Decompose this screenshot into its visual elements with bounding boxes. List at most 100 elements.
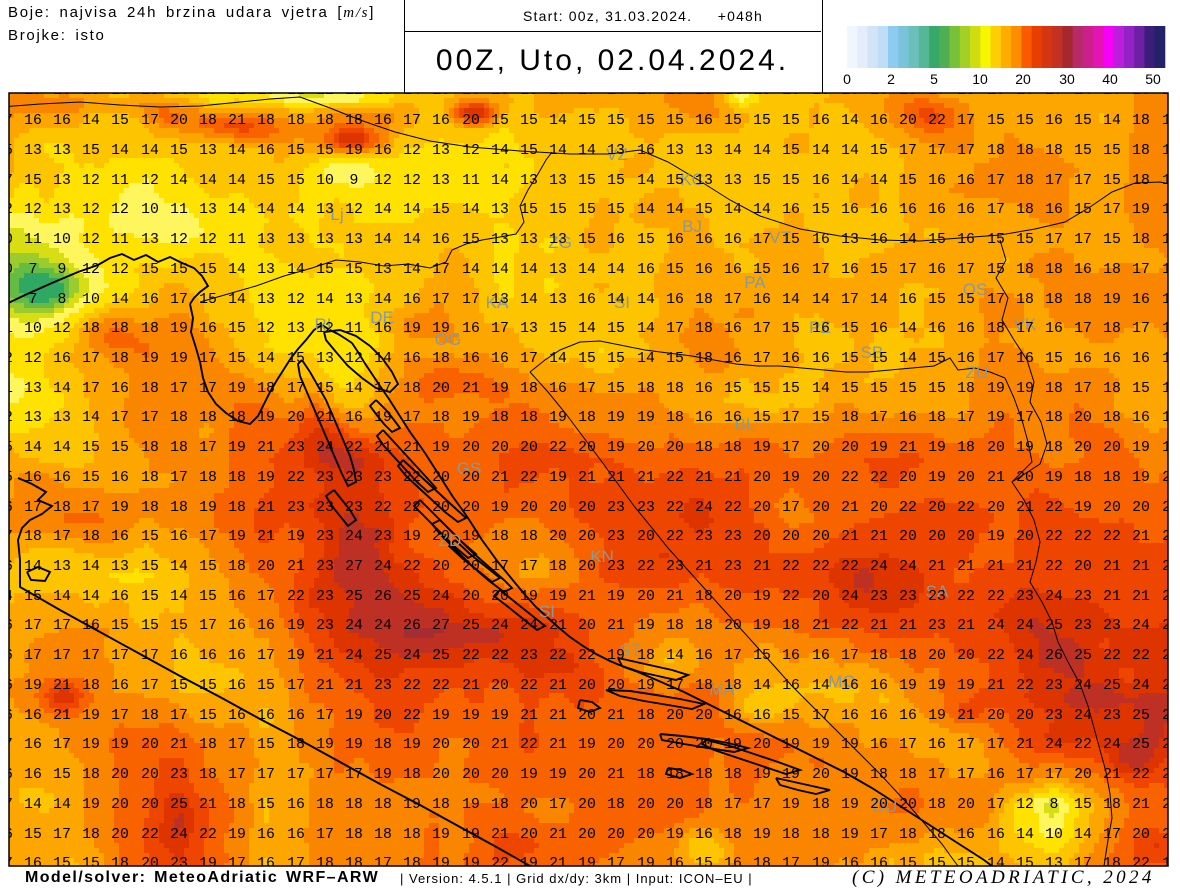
svg-text:20: 20 bbox=[432, 559, 450, 575]
svg-text:21: 21 bbox=[549, 827, 567, 843]
svg-text:19: 19 bbox=[782, 737, 800, 753]
svg-text:23: 23 bbox=[1162, 708, 1180, 724]
svg-text:23: 23 bbox=[374, 678, 392, 694]
svg-text:16: 16 bbox=[111, 470, 129, 486]
svg-text:19: 19 bbox=[637, 410, 655, 426]
svg-text:23: 23 bbox=[607, 559, 625, 575]
svg-text:23: 23 bbox=[1162, 618, 1180, 634]
svg-text:16: 16 bbox=[870, 113, 888, 129]
svg-text:15: 15 bbox=[928, 232, 946, 248]
svg-text:12: 12 bbox=[0, 410, 13, 426]
svg-text:17: 17 bbox=[82, 351, 100, 367]
svg-text:19: 19 bbox=[403, 797, 421, 813]
svg-text:17: 17 bbox=[1045, 173, 1063, 189]
svg-text:12: 12 bbox=[345, 351, 363, 367]
svg-text:20: 20 bbox=[549, 529, 567, 545]
svg-text:20: 20 bbox=[432, 767, 450, 783]
svg-text:8: 8 bbox=[58, 292, 67, 308]
svg-text:20: 20 bbox=[928, 529, 946, 545]
svg-text:20: 20 bbox=[462, 559, 480, 575]
svg-text:17: 17 bbox=[53, 648, 71, 664]
svg-text:16: 16 bbox=[870, 708, 888, 724]
svg-text:17: 17 bbox=[520, 559, 538, 575]
svg-text:19: 19 bbox=[549, 767, 567, 783]
svg-text:18: 18 bbox=[1162, 232, 1180, 248]
svg-text:17: 17 bbox=[1132, 321, 1150, 337]
svg-text:16: 16 bbox=[462, 351, 480, 367]
svg-text:14: 14 bbox=[0, 589, 13, 605]
svg-text:22: 22 bbox=[403, 708, 421, 724]
svg-text:16: 16 bbox=[199, 648, 217, 664]
svg-text:19: 19 bbox=[753, 589, 771, 605]
svg-text:20: 20 bbox=[1162, 559, 1180, 575]
svg-text:21: 21 bbox=[928, 559, 946, 575]
svg-text:22: 22 bbox=[637, 559, 655, 575]
svg-text:22: 22 bbox=[491, 856, 509, 872]
svg-text:17: 17 bbox=[345, 767, 363, 783]
svg-text:17: 17 bbox=[199, 351, 217, 367]
svg-text:17: 17 bbox=[753, 351, 771, 367]
svg-text:23: 23 bbox=[870, 589, 888, 605]
svg-text:20: 20 bbox=[1016, 708, 1034, 724]
svg-text:19: 19 bbox=[607, 648, 625, 664]
svg-text:20: 20 bbox=[1132, 827, 1150, 843]
svg-text:20: 20 bbox=[141, 797, 159, 813]
svg-text:17: 17 bbox=[987, 173, 1005, 189]
svg-text:21: 21 bbox=[1162, 589, 1180, 605]
svg-text:23: 23 bbox=[1162, 678, 1180, 694]
svg-text:22: 22 bbox=[403, 500, 421, 516]
svg-text:20: 20 bbox=[1015, 71, 1031, 87]
svg-text:18: 18 bbox=[82, 529, 100, 545]
svg-text:22: 22 bbox=[841, 618, 859, 634]
svg-text:15: 15 bbox=[170, 262, 188, 278]
svg-text:15: 15 bbox=[316, 381, 334, 397]
svg-text:14: 14 bbox=[403, 202, 421, 218]
svg-text:14: 14 bbox=[257, 351, 275, 367]
svg-text:Lj: Lj bbox=[330, 205, 343, 224]
svg-text:19: 19 bbox=[782, 767, 800, 783]
svg-text:17: 17 bbox=[287, 678, 305, 694]
svg-text:18: 18 bbox=[345, 856, 363, 872]
svg-text:16: 16 bbox=[462, 321, 480, 337]
svg-text:14: 14 bbox=[141, 143, 159, 159]
svg-text:20: 20 bbox=[520, 500, 538, 516]
svg-text:18: 18 bbox=[1045, 262, 1063, 278]
svg-text:15: 15 bbox=[928, 292, 946, 308]
svg-text:14: 14 bbox=[287, 262, 305, 278]
svg-text:10: 10 bbox=[24, 321, 42, 337]
svg-text:24: 24 bbox=[374, 618, 392, 634]
svg-text:13: 13 bbox=[199, 143, 217, 159]
svg-text:20: 20 bbox=[1103, 500, 1121, 516]
svg-text:20: 20 bbox=[870, 500, 888, 516]
svg-text:15: 15 bbox=[753, 262, 771, 278]
svg-text:21: 21 bbox=[549, 618, 567, 634]
svg-text:15: 15 bbox=[549, 202, 567, 218]
svg-text:15: 15 bbox=[111, 113, 129, 129]
svg-text:15: 15 bbox=[1045, 351, 1063, 367]
svg-text:19: 19 bbox=[928, 678, 946, 694]
svg-text:20: 20 bbox=[170, 113, 188, 129]
svg-text:50: 50 bbox=[1145, 71, 1161, 87]
svg-text:19: 19 bbox=[1103, 292, 1121, 308]
svg-text:24: 24 bbox=[520, 618, 538, 634]
svg-text:13: 13 bbox=[345, 232, 363, 248]
svg-text:21: 21 bbox=[199, 797, 217, 813]
svg-text:23: 23 bbox=[345, 470, 363, 486]
svg-text:19: 19 bbox=[228, 381, 246, 397]
svg-text:22: 22 bbox=[841, 559, 859, 575]
svg-text:17: 17 bbox=[199, 440, 217, 456]
svg-text:15: 15 bbox=[753, 410, 771, 426]
svg-text:22: 22 bbox=[870, 470, 888, 486]
svg-text:20: 20 bbox=[1074, 559, 1092, 575]
svg-text:19: 19 bbox=[637, 856, 655, 872]
svg-text:26: 26 bbox=[374, 589, 392, 605]
svg-text:21: 21 bbox=[870, 529, 888, 545]
svg-text:24: 24 bbox=[1016, 618, 1034, 634]
svg-text:14: 14 bbox=[53, 381, 71, 397]
svg-text:22: 22 bbox=[987, 648, 1005, 664]
svg-text:14: 14 bbox=[82, 559, 100, 575]
svg-text:BJ: BJ bbox=[682, 217, 702, 236]
svg-text:20: 20 bbox=[957, 529, 975, 545]
svg-text:22: 22 bbox=[666, 500, 684, 516]
svg-text:15: 15 bbox=[1074, 797, 1092, 813]
